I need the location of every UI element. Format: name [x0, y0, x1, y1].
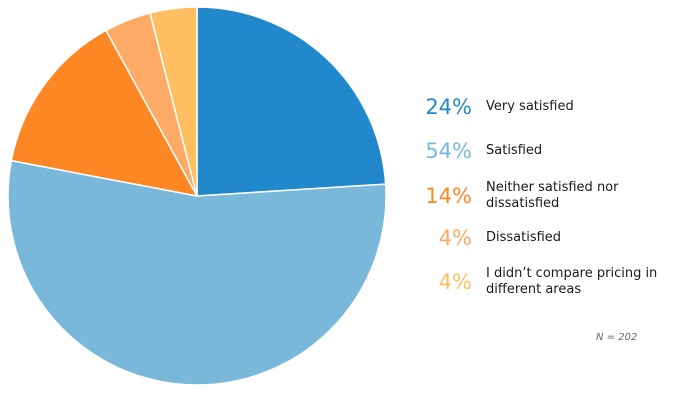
legend-item-satisfied: 54% Satisfied [405, 139, 673, 163]
legend-label: Dissatisfied [486, 230, 562, 245]
legend-percent: 24% [425, 95, 472, 119]
legend-item-dissatisfied: 4% Dissatisfied [405, 226, 673, 250]
legend-percent: 14% [425, 184, 472, 208]
pie-slice-0 [196, 6, 387, 197]
legend-item-neither: 14% Neither satisfied nor dissatisfied [405, 180, 673, 212]
sample-size-note: N = 202 [596, 332, 638, 343]
pie-slice-4 [149, 6, 198, 197]
legend: 24% Very satisfied 54% Satisfied 14% Nei… [405, 0, 673, 404]
legend-percent: 4% [438, 270, 472, 294]
legend-label: I didn’t compare pricing in different ar… [486, 266, 658, 297]
pie-slice-2 [10, 29, 198, 197]
legend-label: Very satisfied [486, 99, 574, 114]
pie-slice-1 [7, 159, 387, 386]
legend-item-did-not-compare: 4% I didn’t compare pricing in different… [405, 266, 673, 298]
legend-item-very-satisfied: 24% Very satisfied [405, 95, 673, 119]
legend-label: Satisfied [486, 143, 543, 158]
legend-percent: 4% [438, 226, 472, 250]
legend-label: Neither satisfied nor dissatisfied [486, 180, 619, 211]
legend-percent: 54% [425, 139, 472, 163]
